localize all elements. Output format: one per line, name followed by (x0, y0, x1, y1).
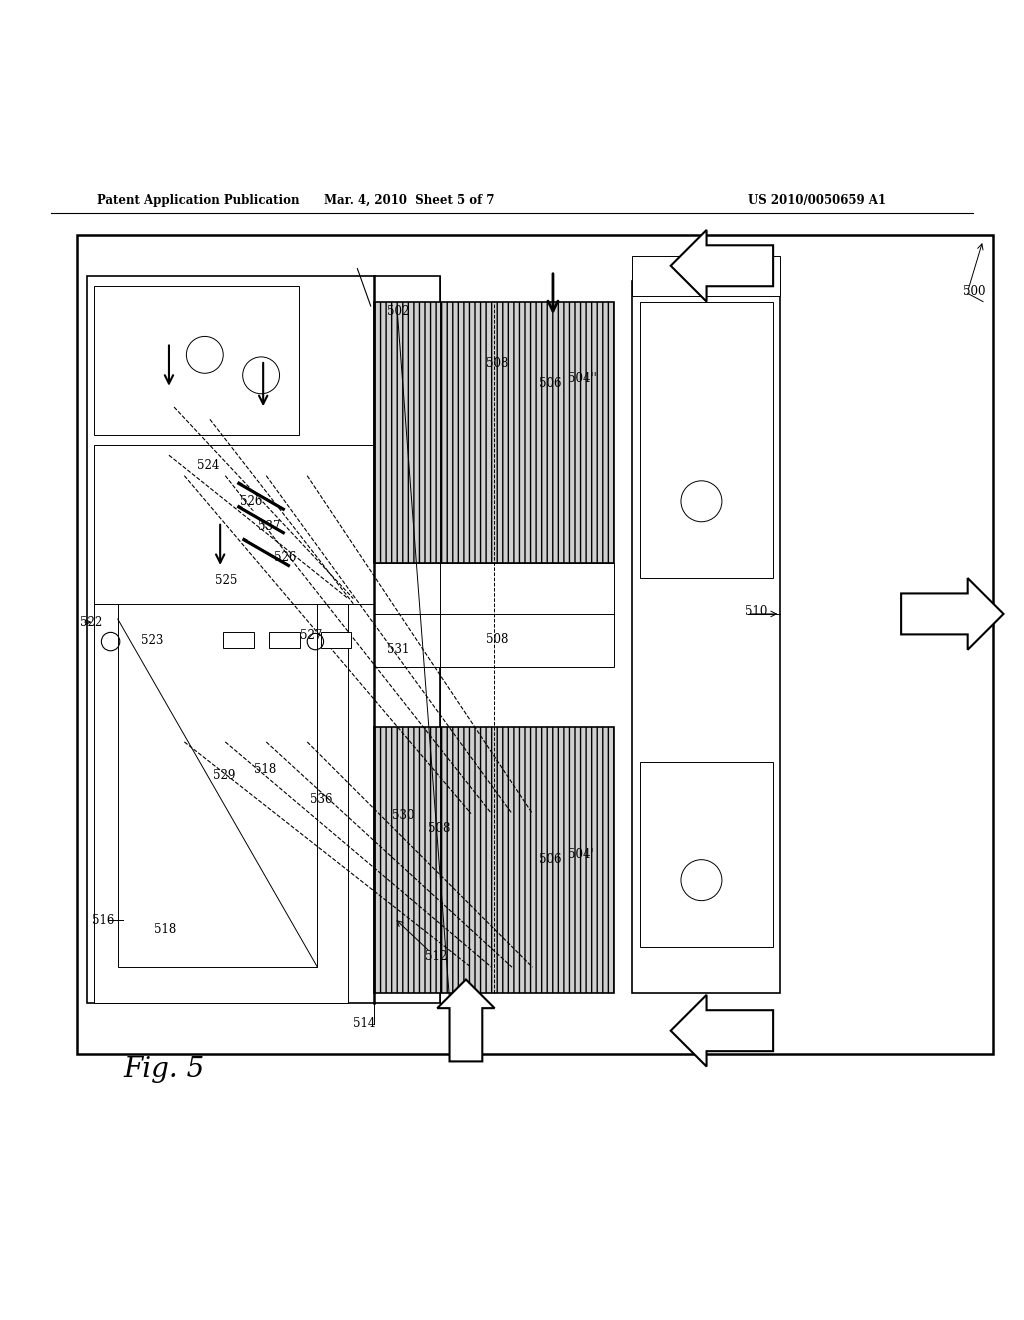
Text: 523: 523 (141, 634, 164, 647)
Text: 537: 537 (258, 520, 281, 533)
Text: 518: 518 (154, 923, 176, 936)
Text: 536: 536 (310, 793, 333, 805)
Text: 516: 516 (92, 913, 115, 927)
Bar (374, 562, 614, 667)
Text: 508: 508 (486, 356, 509, 370)
Text: US 2010/0050659 A1: US 2010/0050659 A1 (748, 194, 886, 207)
Bar (374, 726, 614, 993)
Polygon shape (671, 230, 773, 301)
Text: 524: 524 (197, 459, 219, 473)
Text: 512: 512 (425, 950, 447, 964)
Bar (632, 281, 780, 993)
Bar (269, 632, 300, 648)
Text: 514: 514 (353, 1016, 376, 1030)
Polygon shape (94, 603, 348, 1003)
Bar (223, 632, 254, 648)
Text: 500: 500 (963, 285, 985, 298)
Text: 527: 527 (300, 628, 323, 642)
Polygon shape (437, 979, 495, 1061)
Bar (640, 301, 773, 578)
Text: 508: 508 (428, 822, 451, 836)
Text: 531: 531 (387, 643, 410, 656)
Bar (640, 763, 773, 946)
Text: 504'': 504'' (568, 372, 597, 385)
Polygon shape (671, 995, 773, 1067)
Text: 530: 530 (392, 809, 415, 822)
Text: 510: 510 (745, 606, 768, 618)
Polygon shape (901, 578, 1004, 649)
Bar (374, 301, 614, 562)
Text: 518: 518 (254, 763, 276, 776)
Text: Mar. 4, 2010  Sheet 5 of 7: Mar. 4, 2010 Sheet 5 of 7 (325, 194, 495, 207)
Text: 506: 506 (539, 378, 561, 389)
Text: 529: 529 (213, 770, 236, 783)
Bar (94, 445, 432, 603)
Bar (87, 276, 440, 1003)
Bar (321, 632, 351, 648)
Text: Patent Application Publication: Patent Application Publication (97, 194, 300, 207)
Text: 526: 526 (274, 552, 297, 564)
Text: 502: 502 (387, 305, 410, 318)
Text: Fig. 5: Fig. 5 (123, 1056, 205, 1084)
Bar (94, 286, 299, 434)
Text: 504': 504' (568, 847, 594, 861)
Text: 526: 526 (240, 495, 262, 508)
Text: 508: 508 (486, 634, 509, 645)
Text: 506: 506 (539, 853, 561, 866)
Text: 522: 522 (80, 615, 102, 628)
Bar (632, 256, 780, 297)
Text: 525: 525 (215, 574, 238, 586)
Bar (77, 235, 993, 1055)
